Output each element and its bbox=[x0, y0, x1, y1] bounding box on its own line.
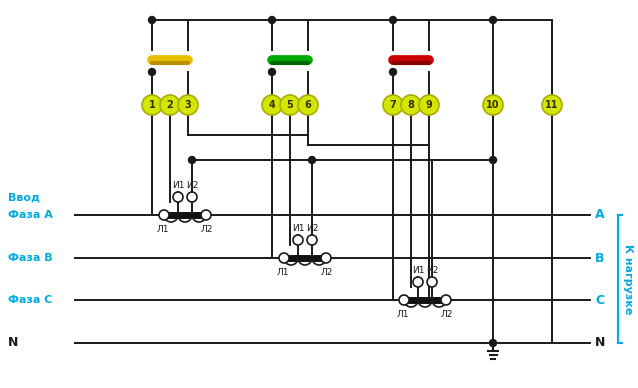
Circle shape bbox=[489, 156, 496, 163]
Circle shape bbox=[187, 192, 197, 202]
Circle shape bbox=[401, 95, 421, 115]
Circle shape bbox=[281, 255, 288, 262]
Text: Ввод: Ввод bbox=[8, 192, 40, 202]
Text: N: N bbox=[8, 336, 19, 350]
Text: И1: И1 bbox=[172, 181, 184, 190]
Circle shape bbox=[269, 17, 276, 24]
Text: 11: 11 bbox=[545, 100, 559, 110]
Text: 1: 1 bbox=[149, 100, 156, 110]
Text: A: A bbox=[595, 208, 605, 222]
Text: И1: И1 bbox=[412, 266, 424, 275]
Circle shape bbox=[262, 95, 282, 115]
Text: Л1: Л1 bbox=[397, 310, 409, 319]
Circle shape bbox=[201, 210, 211, 220]
Circle shape bbox=[390, 69, 396, 76]
Circle shape bbox=[489, 17, 496, 24]
Text: Л2: Л2 bbox=[441, 310, 453, 319]
Text: Фаза A: Фаза A bbox=[8, 210, 53, 220]
Circle shape bbox=[280, 95, 300, 115]
Text: 9: 9 bbox=[426, 100, 433, 110]
Text: 6: 6 bbox=[304, 100, 311, 110]
Text: И2: И2 bbox=[186, 181, 198, 190]
Circle shape bbox=[419, 95, 439, 115]
Text: И2: И2 bbox=[426, 266, 438, 275]
Circle shape bbox=[149, 17, 156, 24]
Text: 10: 10 bbox=[486, 100, 500, 110]
Text: Л2: Л2 bbox=[321, 268, 333, 277]
Circle shape bbox=[483, 95, 503, 115]
Circle shape bbox=[188, 156, 195, 163]
Circle shape bbox=[542, 95, 562, 115]
Circle shape bbox=[293, 235, 303, 245]
Circle shape bbox=[413, 277, 423, 287]
Circle shape bbox=[383, 95, 403, 115]
Circle shape bbox=[161, 211, 168, 218]
Circle shape bbox=[269, 69, 276, 76]
Circle shape bbox=[178, 95, 198, 115]
Text: 7: 7 bbox=[390, 100, 396, 110]
Text: Л2: Л2 bbox=[201, 225, 213, 234]
Circle shape bbox=[443, 296, 450, 303]
Circle shape bbox=[149, 69, 156, 76]
Circle shape bbox=[173, 192, 183, 202]
Text: 3: 3 bbox=[184, 100, 191, 110]
Text: И1: И1 bbox=[292, 224, 304, 233]
Text: Л1: Л1 bbox=[277, 268, 289, 277]
Text: C: C bbox=[595, 293, 604, 307]
Text: И2: И2 bbox=[306, 224, 318, 233]
Circle shape bbox=[160, 95, 180, 115]
Circle shape bbox=[202, 211, 209, 218]
Text: 8: 8 bbox=[408, 100, 415, 110]
Circle shape bbox=[309, 156, 316, 163]
Text: 5: 5 bbox=[286, 100, 293, 110]
Circle shape bbox=[321, 253, 331, 263]
Circle shape bbox=[489, 340, 496, 346]
Circle shape bbox=[322, 255, 329, 262]
Circle shape bbox=[401, 296, 408, 303]
Text: К нагрузке: К нагрузке bbox=[623, 244, 633, 314]
Text: B: B bbox=[595, 251, 604, 265]
Circle shape bbox=[399, 295, 409, 305]
Text: 2: 2 bbox=[167, 100, 174, 110]
Text: Фаза C: Фаза C bbox=[8, 295, 52, 305]
Circle shape bbox=[142, 95, 162, 115]
Circle shape bbox=[159, 210, 169, 220]
Circle shape bbox=[390, 17, 396, 24]
Circle shape bbox=[279, 253, 289, 263]
Circle shape bbox=[441, 295, 451, 305]
Text: Л1: Л1 bbox=[157, 225, 169, 234]
Circle shape bbox=[298, 95, 318, 115]
Circle shape bbox=[427, 277, 437, 287]
Circle shape bbox=[307, 235, 317, 245]
Text: 4: 4 bbox=[269, 100, 276, 110]
Text: N: N bbox=[595, 336, 605, 350]
Text: Фаза B: Фаза B bbox=[8, 253, 52, 263]
